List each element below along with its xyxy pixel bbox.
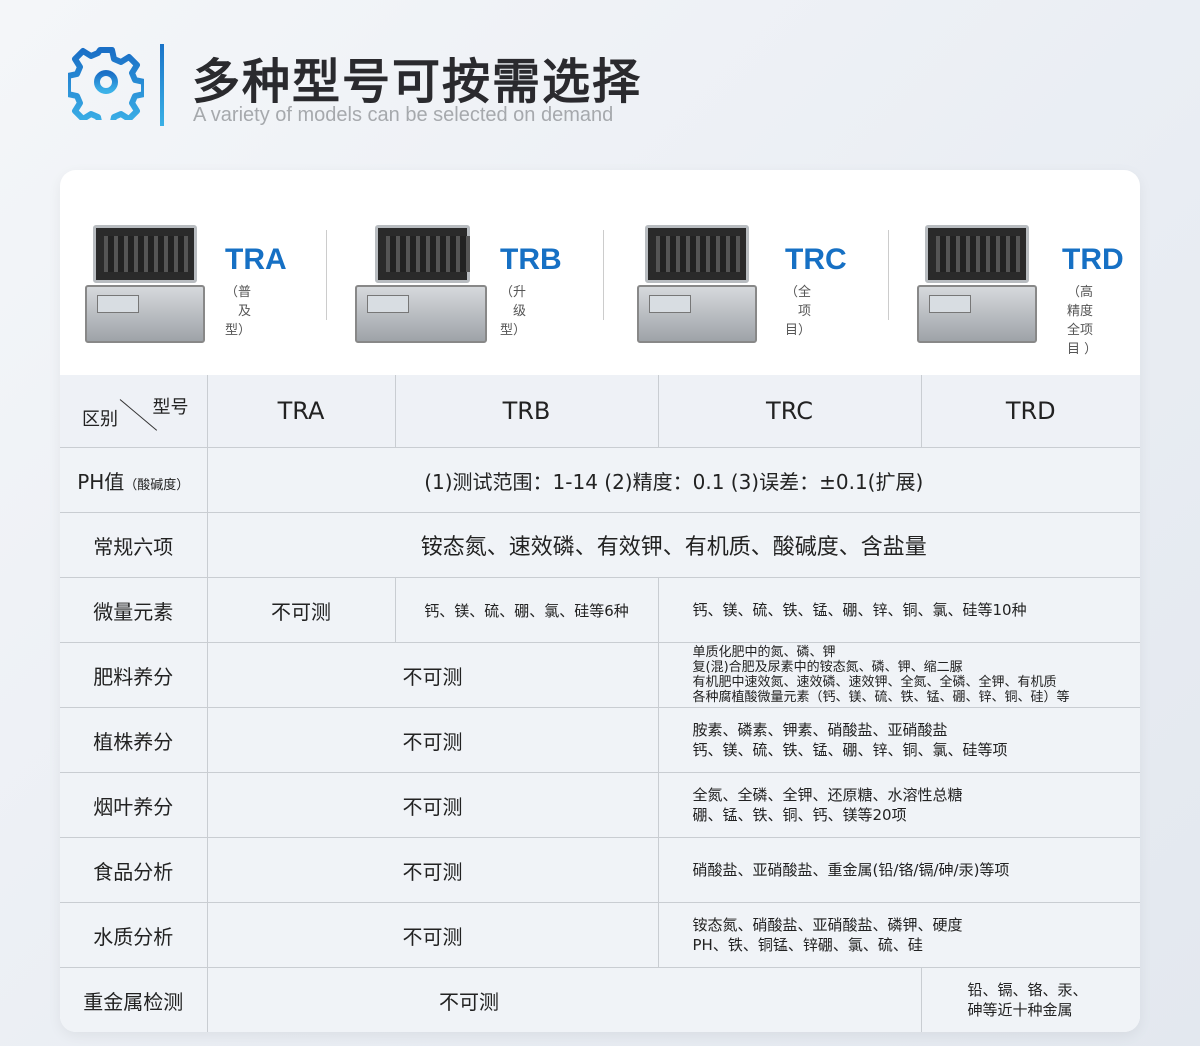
corner-bottom: 区别 bbox=[82, 409, 118, 430]
cell: 全氮、全磷、全钾、还原糖、水溶性总糖 硼、锰、铁、铜、钙、镁等20项 bbox=[657, 772, 1140, 838]
corner-top: 型号 bbox=[152, 397, 189, 418]
row-label: 重金属检测 bbox=[60, 967, 208, 1032]
divider bbox=[603, 230, 604, 320]
cell: 铅、镉、铬、汞、 砷等近十种金属 bbox=[920, 967, 1140, 1032]
table-row: 烟叶养分 不可测 全氮、全磷、全钾、还原糖、水溶性总糖 硼、锰、铁、铜、钙、镁等2… bbox=[60, 772, 1140, 838]
col-header-tra: TRA bbox=[206, 375, 396, 448]
row-label: 水质分析 bbox=[60, 902, 208, 968]
cell: 钙、镁、硫、铁、锰、硼、锌、铜、氯、硅等10种 bbox=[657, 577, 1140, 643]
row-label: 食品分析 bbox=[60, 837, 208, 903]
model-comparison-card: TRA （普及型） TRB （升级型） TRC （全项目） TRD （高精度 全… bbox=[60, 170, 1140, 1032]
page-title: 多种型号可按需选择 bbox=[192, 54, 643, 110]
row-label: 肥料养分 bbox=[60, 642, 208, 708]
product-name: TRA bbox=[225, 243, 287, 276]
cell: 钙、镁、硫、硼、氯、硅等6种 bbox=[394, 577, 659, 643]
cell: 铵态氮、速效磷、有效钾、有机质、酸碱度、含盐量 bbox=[206, 512, 1140, 578]
table-row: 重金属检测 不可测 铅、镉、铬、汞、 砷等近十种金属 bbox=[60, 967, 1140, 1032]
product-desc: （普及型） bbox=[225, 285, 252, 338]
product-row: TRA （普及型） TRB （升级型） TRC （全项目） TRD （高精度 全… bbox=[60, 170, 1140, 375]
table-row: 水质分析 不可测 铵态氮、硝酸盐、亚硝酸盐、磷钾、硬度 PH、铁、铜锰、锌硼、氯、… bbox=[60, 902, 1140, 968]
table-row: 植株养分 不可测 胺素、磷素、钾素、硝酸盐、亚硝酸盐 钙、镁、硫、铁、锰、硼、锌、… bbox=[60, 707, 1140, 773]
row-label: PH值（酸碱度） bbox=[60, 447, 208, 513]
product-desc: （升级型） bbox=[500, 285, 527, 338]
page-subtitle: A variety of models can be selected on d… bbox=[193, 104, 614, 126]
product-image bbox=[917, 225, 1037, 343]
diagonal-line bbox=[119, 399, 158, 431]
row-label: 植株养分 bbox=[60, 707, 208, 773]
product-desc: （高精度 全项目 ） bbox=[1067, 285, 1098, 357]
row-label: 微量元素 bbox=[60, 577, 208, 643]
cell: 不可测 bbox=[206, 902, 659, 968]
table-header-row: 型号区别 TRA TRB TRC TRD bbox=[60, 375, 1140, 448]
table-row: 常规六项 铵态氮、速效磷、有效钾、有机质、酸碱度、含盐量 bbox=[60, 512, 1140, 578]
cell: 不可测 bbox=[206, 577, 396, 643]
product-name: TRD bbox=[1062, 243, 1124, 276]
product-image bbox=[637, 225, 757, 343]
table-row: PH值（酸碱度） (1)测试范围：1-14 (2)精度：0.1 (3)误差：±0… bbox=[60, 447, 1140, 513]
cell: 不可测 bbox=[206, 837, 659, 903]
cell: 不可测 bbox=[206, 967, 922, 1032]
cell: 铵态氮、硝酸盐、亚硝酸盐、磷钾、硬度 PH、铁、铜锰、锌硼、氯、硫、硅 bbox=[657, 902, 1140, 968]
table-row: 肥料养分 不可测 单质化肥中的氮、磷、钾 复(混)合肥及尿素中的铵态氮、磷、钾、缩… bbox=[60, 642, 1140, 708]
product-desc: （全项目） bbox=[785, 285, 812, 338]
row-label: 常规六项 bbox=[60, 512, 208, 578]
cell: (1)测试范围：1-14 (2)精度：0.1 (3)误差：±0.1(扩展) bbox=[206, 447, 1140, 513]
col-header-trc: TRC bbox=[657, 375, 922, 448]
table-row: 微量元素 不可测 钙、镁、硫、硼、氯、硅等6种 钙、镁、硫、铁、锰、硼、锌、铜、… bbox=[60, 577, 1140, 643]
cell: 硝酸盐、亚硝酸盐、重金属(铅/铬/镉/砷/汞)等项 bbox=[657, 837, 1140, 903]
cell: 胺素、磷素、钾素、硝酸盐、亚硝酸盐 钙、镁、硫、铁、锰、硼、锌、铜、氯、硅等项 bbox=[657, 707, 1140, 773]
col-header-trd: TRD bbox=[920, 375, 1140, 448]
title-divider bbox=[160, 44, 164, 126]
product-name: TRB bbox=[500, 243, 562, 276]
gear-icon bbox=[68, 47, 144, 120]
cell: 不可测 bbox=[206, 707, 659, 773]
divider bbox=[888, 230, 889, 320]
product-image bbox=[355, 225, 487, 343]
col-header-trb: TRB bbox=[394, 375, 659, 448]
table-row: 食品分析 不可测 硝酸盐、亚硝酸盐、重金属(铅/铬/镉/砷/汞)等项 bbox=[60, 837, 1140, 903]
divider bbox=[326, 230, 327, 320]
cell: 单质化肥中的氮、磷、钾 复(混)合肥及尿素中的铵态氮、磷、钾、缩二脲 有机肥中速效氮… bbox=[657, 642, 1140, 708]
cell: 不可测 bbox=[206, 642, 659, 708]
product-image bbox=[85, 225, 205, 343]
cell: 不可测 bbox=[206, 772, 659, 838]
comparison-table: 型号区别 TRA TRB TRC TRD PH值（酸碱度） (1)测试范围：1-… bbox=[60, 375, 1140, 1032]
row-label: 烟叶养分 bbox=[60, 772, 208, 838]
corner-cell: 型号区别 bbox=[60, 375, 208, 448]
product-name: TRC bbox=[785, 243, 847, 276]
